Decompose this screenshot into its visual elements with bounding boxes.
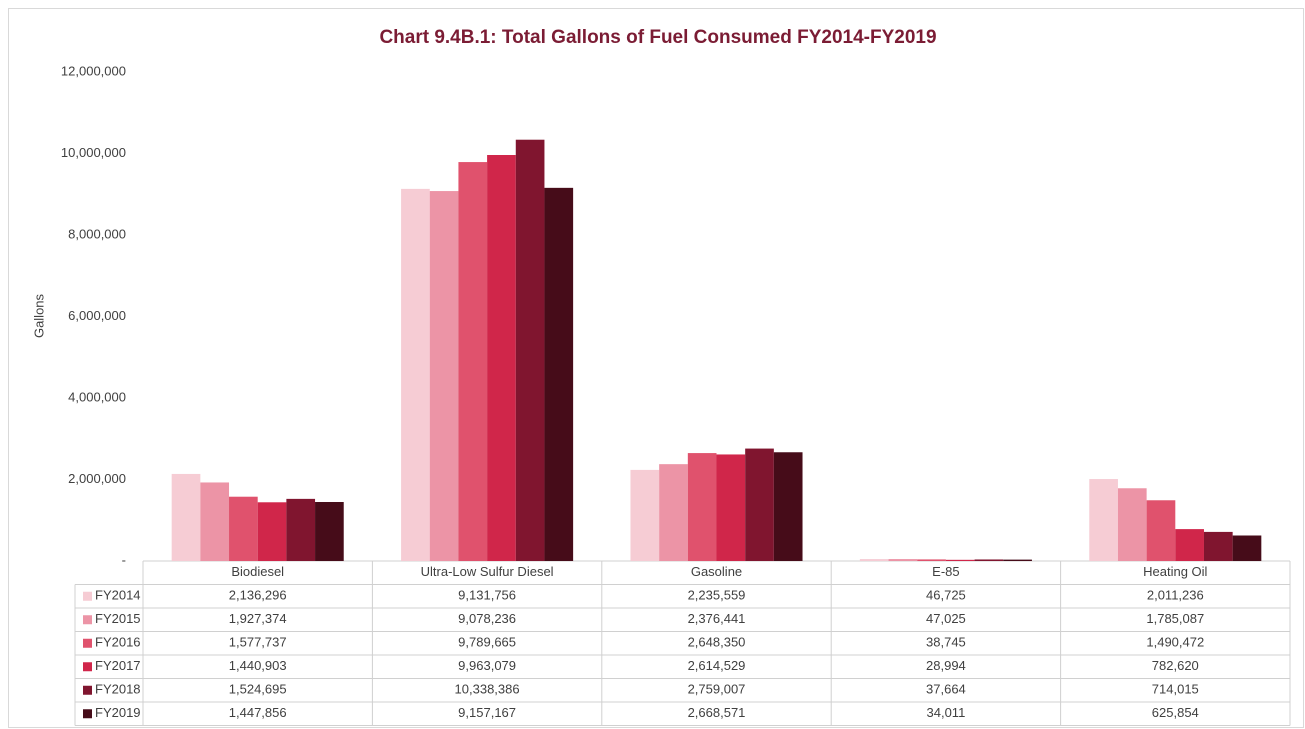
bar bbox=[917, 559, 946, 561]
data-label: 1,577,737 bbox=[229, 635, 287, 650]
legend-swatch bbox=[83, 662, 92, 672]
legend-swatch bbox=[83, 709, 92, 719]
data-label: 1,524,695 bbox=[229, 682, 287, 697]
data-label: 2,648,350 bbox=[688, 635, 746, 650]
y-tick-label: 4,000,000 bbox=[68, 389, 126, 404]
bar bbox=[773, 452, 803, 561]
legend-swatch bbox=[83, 591, 92, 601]
data-label: 9,963,079 bbox=[458, 658, 516, 673]
legend-label: FY2014 bbox=[95, 588, 141, 603]
data-label: 1,490,472 bbox=[1146, 635, 1204, 650]
data-label: 2,376,441 bbox=[688, 611, 746, 626]
chart-title: Chart 9.4B.1: Total Gallons of Fuel Cons… bbox=[379, 27, 936, 48]
y-tick-label: 6,000,000 bbox=[68, 308, 126, 323]
data-label: 37,664 bbox=[926, 682, 966, 697]
data-label: 47,025 bbox=[926, 611, 966, 626]
data-label: 34,011 bbox=[927, 705, 966, 720]
y-tick-label: - bbox=[122, 552, 126, 567]
legend-label: FY2017 bbox=[95, 658, 141, 673]
x-tick-label: E-85 bbox=[932, 564, 959, 579]
bar bbox=[888, 559, 918, 561]
bar bbox=[1003, 559, 1032, 561]
bar bbox=[171, 473, 201, 561]
bar bbox=[429, 191, 459, 561]
data-label: 1,785,087 bbox=[1146, 611, 1204, 626]
data-label: 46,725 bbox=[926, 588, 966, 603]
bar bbox=[200, 482, 230, 561]
legend-swatch bbox=[83, 615, 92, 625]
bar bbox=[401, 188, 430, 562]
legend-swatch bbox=[83, 685, 92, 695]
data-label: 2,614,529 bbox=[688, 658, 746, 673]
data-label: 714,015 bbox=[1152, 682, 1199, 697]
x-tick-label: Heating Oil bbox=[1143, 564, 1207, 579]
data-label: 625,854 bbox=[1152, 705, 1199, 720]
data-label: 2,759,007 bbox=[688, 682, 746, 697]
bar bbox=[544, 187, 574, 561]
bar bbox=[487, 155, 516, 562]
data-label: 28,994 bbox=[926, 658, 966, 673]
bar bbox=[1117, 488, 1147, 561]
bar bbox=[1089, 479, 1118, 561]
data-label: 10,338,386 bbox=[455, 682, 520, 697]
bar bbox=[515, 139, 545, 562]
data-label: 9,789,665 bbox=[458, 635, 516, 650]
legend-swatch bbox=[83, 638, 92, 648]
legend-label: FY2018 bbox=[95, 682, 141, 697]
bar bbox=[630, 469, 660, 561]
legend-label: FY2015 bbox=[95, 611, 141, 626]
data-label: 782,620 bbox=[1152, 658, 1199, 673]
bar bbox=[687, 453, 717, 561]
bar bbox=[1175, 529, 1204, 561]
data-label: 1,927,374 bbox=[229, 611, 287, 626]
data-label: 2,011,236 bbox=[1147, 588, 1204, 603]
data-label: 9,157,167 bbox=[458, 705, 516, 720]
bar bbox=[1232, 535, 1262, 561]
bar bbox=[859, 559, 889, 561]
y-tick-label: 2,000,000 bbox=[68, 471, 126, 486]
y-axis-label: Gallons bbox=[31, 293, 46, 338]
bar bbox=[659, 464, 688, 561]
data-label: 1,440,903 bbox=[229, 658, 287, 673]
legend-label: FY2019 bbox=[95, 705, 141, 720]
bar bbox=[945, 559, 975, 561]
x-tick-label: Ultra-Low Sulfur Diesel bbox=[421, 564, 554, 579]
y-tick-label: 10,000,000 bbox=[61, 145, 126, 160]
x-tick-label: Biodiesel bbox=[231, 564, 284, 579]
y-tick-label: 12,000,000 bbox=[61, 63, 126, 78]
data-label: 2,668,571 bbox=[688, 705, 746, 720]
data-label: 1,447,856 bbox=[229, 705, 287, 720]
data-label: 38,745 bbox=[926, 635, 966, 650]
chart-border bbox=[8, 8, 1304, 728]
bar bbox=[458, 162, 488, 561]
bar bbox=[716, 454, 746, 561]
data-label: 9,131,756 bbox=[458, 588, 516, 603]
data-label: 2,235,559 bbox=[688, 588, 746, 603]
x-tick-label: Gasoline bbox=[691, 564, 742, 579]
bar bbox=[1146, 500, 1176, 561]
data-label: 2,136,296 bbox=[229, 588, 287, 603]
bar bbox=[286, 498, 316, 561]
bar bbox=[315, 501, 344, 561]
bar bbox=[229, 496, 258, 561]
legend-label: FY2016 bbox=[95, 635, 141, 650]
y-tick-label: 8,000,000 bbox=[68, 226, 126, 241]
bar bbox=[257, 502, 287, 561]
bar bbox=[1203, 531, 1233, 561]
data-label: 9,078,236 bbox=[458, 611, 516, 626]
bar bbox=[974, 559, 1004, 561]
bar bbox=[745, 448, 774, 561]
